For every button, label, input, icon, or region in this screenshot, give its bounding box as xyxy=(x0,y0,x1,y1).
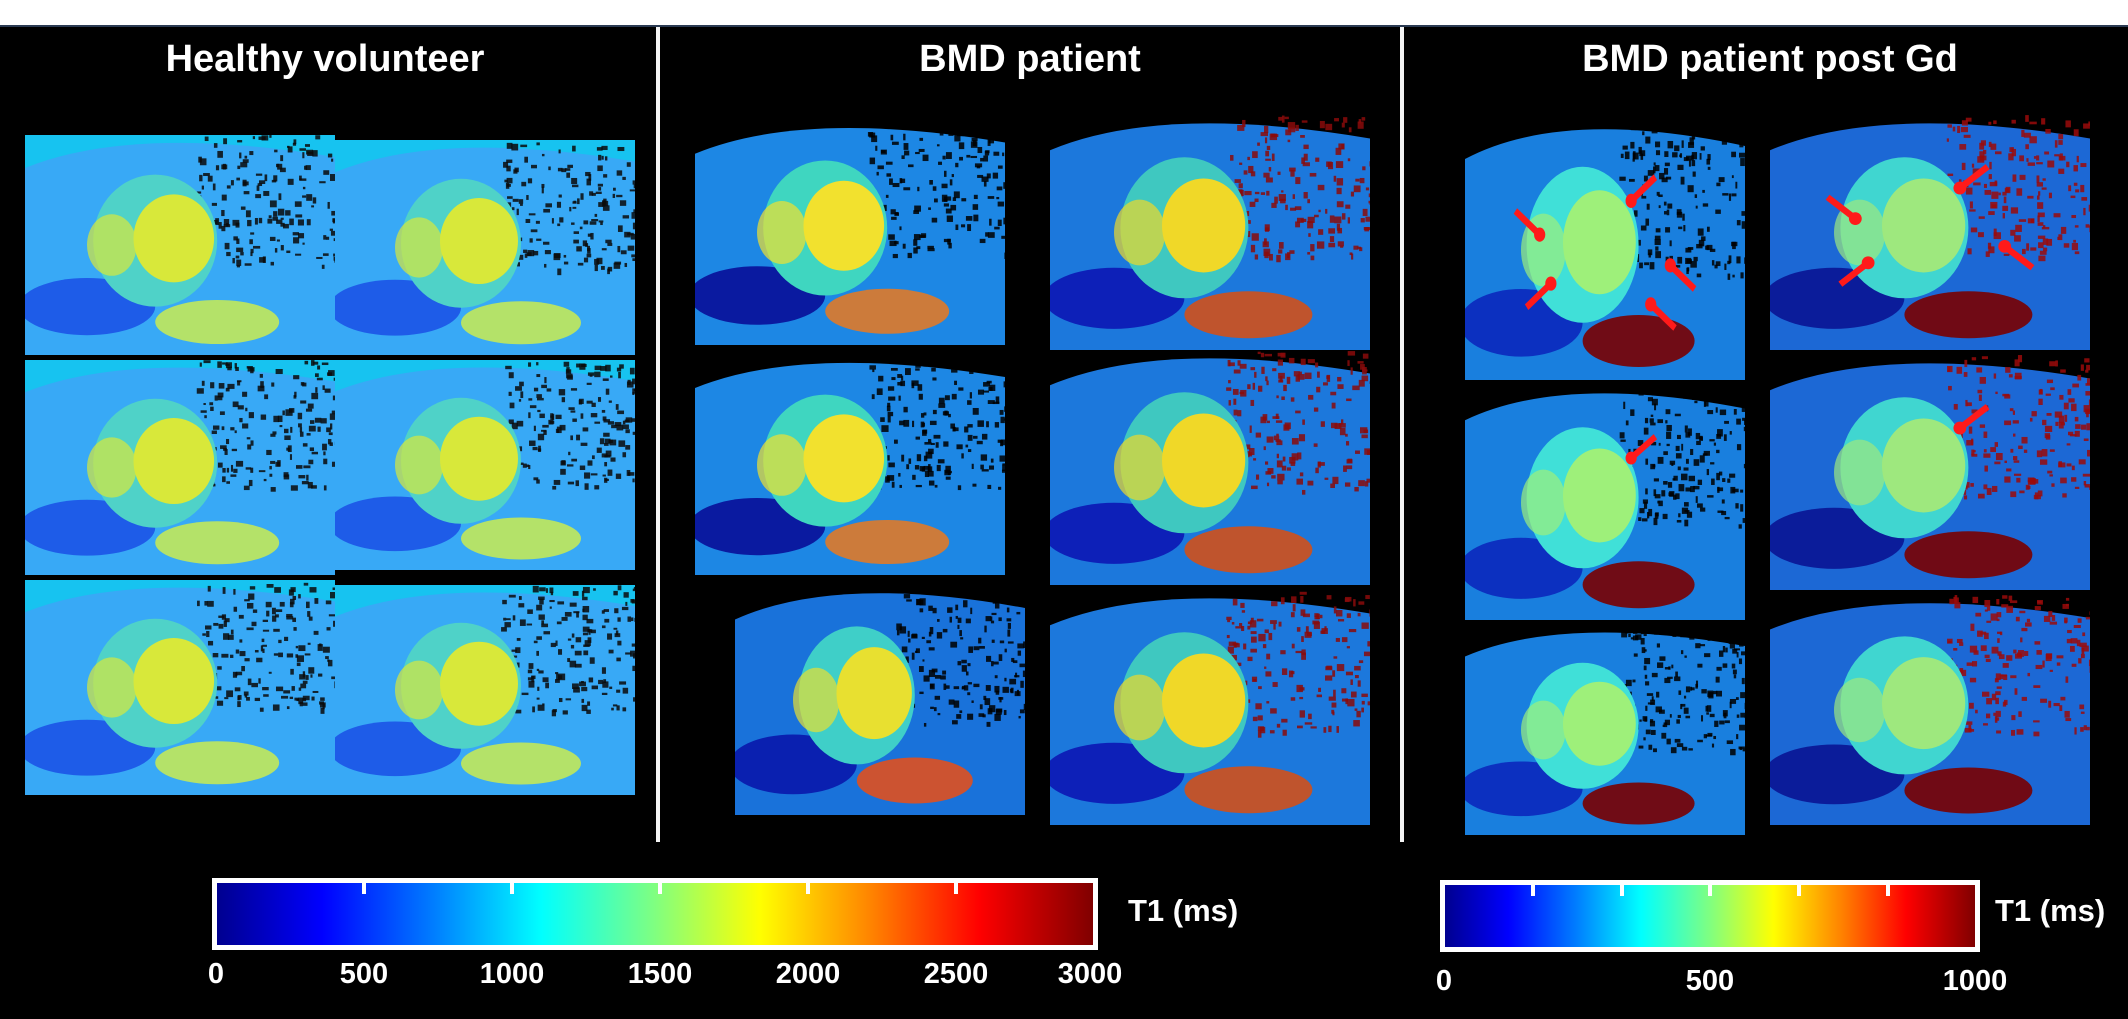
t1-map-bmd-post-gd xyxy=(1770,355,2090,590)
colorbar-tick-label: 500 xyxy=(339,958,389,990)
panel-title-bmd-post-gd: BMD patient post Gd xyxy=(1582,38,1958,80)
scan-drawing xyxy=(1465,120,1745,380)
t1-map-bmd-post-gd xyxy=(1770,115,2090,350)
scan-drawing xyxy=(1050,115,1370,350)
scan-drawing xyxy=(335,360,635,570)
t1-map-bmd xyxy=(1050,590,1370,825)
colorbar-tick xyxy=(1708,880,1712,896)
colorbar-tick xyxy=(510,878,514,894)
panel-divider-2 xyxy=(1400,27,1404,842)
scan-drawing xyxy=(735,585,1025,815)
t1-map-bmd xyxy=(735,585,1025,815)
colorbar-tick-label: 0 xyxy=(1435,965,1453,997)
colorbar-tick-label: 2000 xyxy=(775,958,841,990)
scan-drawing xyxy=(1465,385,1745,620)
panel-divider-1 xyxy=(656,27,660,842)
colorbar-tick xyxy=(1886,880,1890,896)
colorbar-tick xyxy=(806,878,810,894)
t1-map-healthy xyxy=(335,140,635,355)
colorbar-tick xyxy=(658,878,662,894)
colorbar-t1-0-3000 xyxy=(212,878,1098,950)
colorbar-tick xyxy=(362,878,366,894)
scan-drawing xyxy=(25,360,335,575)
scan-drawing xyxy=(335,585,635,795)
t1-map-healthy xyxy=(25,135,335,355)
colorbar-label: T1 (ms) xyxy=(1995,893,2106,928)
t1-map-bmd-post-gd xyxy=(1465,625,1745,835)
colorbar-tick-label: 0 xyxy=(207,958,225,990)
t1-map-healthy xyxy=(335,585,635,795)
colorbar-tick-label: 3000 xyxy=(1057,958,1123,990)
scan-drawing xyxy=(1050,590,1370,825)
t1-map-bmd-post-gd xyxy=(1465,385,1745,620)
t1-map-bmd xyxy=(695,120,1005,345)
scan-drawing xyxy=(1770,115,2090,350)
panel-title-bmd: BMD patient xyxy=(919,38,1141,80)
scan-drawing xyxy=(695,355,1005,575)
colorbar-tick-label: 1500 xyxy=(627,958,693,990)
scan-drawing xyxy=(335,140,635,355)
colorbar-tick-label: 500 xyxy=(1685,965,1735,997)
scan-drawing xyxy=(1050,350,1370,585)
t1-map-healthy xyxy=(25,580,335,795)
t1-map-healthy xyxy=(335,360,635,570)
scan-drawing xyxy=(25,580,335,795)
colorbar-tick xyxy=(1797,880,1801,896)
t1-map-bmd xyxy=(1050,350,1370,585)
colorbar-tick-label: 2500 xyxy=(923,958,989,990)
panel-title-healthy: Healthy volunteer xyxy=(165,38,485,80)
scan-drawing xyxy=(1465,625,1745,835)
colorbar-tick-label: 1000 xyxy=(1942,965,2008,997)
t1-map-bmd xyxy=(1050,115,1370,350)
scan-drawing xyxy=(1770,355,2090,590)
scan-drawing xyxy=(695,120,1005,345)
t1-map-bmd xyxy=(695,355,1005,575)
colorbar-tick xyxy=(954,878,958,894)
t1-map-healthy xyxy=(25,360,335,575)
scan-drawing xyxy=(25,135,335,355)
t1-map-bmd-post-gd xyxy=(1770,595,2090,825)
colorbar-tick-label: 1000 xyxy=(479,958,545,990)
scan-drawing xyxy=(1770,595,2090,825)
colorbar-tick xyxy=(1531,880,1535,896)
colorbar-label: T1 (ms) xyxy=(1128,893,1239,928)
colorbar-tick xyxy=(1620,880,1624,896)
t1-map-bmd-post-gd xyxy=(1465,120,1745,380)
